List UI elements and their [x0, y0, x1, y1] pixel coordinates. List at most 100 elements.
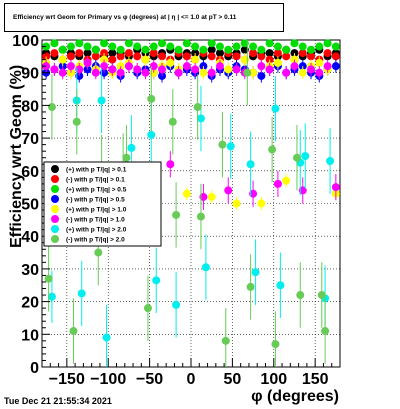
data-point [83, 42, 92, 51]
data-point [122, 153, 131, 162]
x-tick-label: 50 [223, 371, 241, 388]
y-tick-label: 20 [21, 295, 39, 312]
data-point [149, 42, 158, 51]
data-point [282, 176, 291, 185]
data-point [149, 49, 158, 58]
chart-title-box: Efficiency wrt Geom for Primary vs φ (de… [4, 3, 284, 32]
data-point [152, 276, 161, 285]
data-point [298, 49, 307, 58]
data-point [232, 65, 241, 74]
data-point [246, 160, 255, 169]
data-point [268, 145, 277, 154]
data-point [290, 62, 299, 71]
data-point [141, 55, 150, 64]
data-point [83, 58, 92, 67]
data-point [331, 62, 340, 71]
legend-entry: (-) with p T/|q| > 0.1 [66, 177, 125, 184]
data-point [257, 62, 266, 71]
data-point [94, 248, 103, 257]
y-tick-label: 10 [21, 327, 39, 344]
data-point [224, 186, 233, 195]
legend-entry: (+) with p T/|q| > 2.0 [66, 227, 127, 234]
y-tick-label: 80 [21, 98, 39, 115]
data-point [199, 68, 208, 77]
data-point [172, 210, 181, 219]
legend-marker [51, 195, 59, 203]
data-point [166, 160, 175, 169]
data-point [207, 45, 216, 54]
y-tick-label: 60 [21, 164, 39, 181]
data-point [326, 156, 335, 165]
data-point [273, 179, 282, 188]
data-point [307, 65, 316, 74]
data-point [257, 199, 266, 208]
timestamp: Tue Dec 21 21:55:34 2021 [4, 396, 112, 406]
data-point [166, 58, 175, 67]
data-point [331, 42, 340, 51]
legend-entry: (-) with p T/|q| > 0.5 [66, 197, 125, 204]
y-tick-label: 40 [21, 229, 39, 246]
x-tick-label: −50 [136, 371, 163, 388]
data-point [249, 68, 258, 77]
legend-entry: (+) with p T/|q| > 0.1 [66, 167, 127, 174]
data-point [174, 68, 183, 77]
data-point [108, 42, 117, 51]
data-point [207, 68, 216, 77]
data-point [215, 42, 224, 51]
data-point [133, 52, 142, 61]
data-point [224, 65, 233, 74]
y-axis-title: Efficiency wrt Geom (%) [8, 65, 25, 248]
data-point [246, 282, 255, 291]
data-point [224, 45, 233, 54]
data-point [50, 39, 59, 48]
data-point [66, 42, 75, 51]
data-point [307, 52, 316, 61]
data-point [116, 45, 125, 54]
data-point [215, 62, 224, 71]
x-tick-label: −100 [90, 371, 126, 388]
y-tick-label: 100 [12, 33, 39, 50]
data-point [207, 39, 216, 48]
data-point [232, 199, 241, 208]
data-point [166, 42, 175, 51]
data-point [207, 52, 216, 61]
x-axis-title: φ (degrees) [251, 388, 339, 405]
data-point [249, 49, 258, 58]
data-point [127, 143, 136, 152]
data-point [276, 281, 285, 290]
data-point [75, 39, 84, 48]
data-point [315, 68, 324, 77]
legend-marker [51, 225, 59, 233]
y-tick-label: 30 [21, 262, 39, 279]
legend-entry: (-) with p T/|q| > 2.0 [66, 237, 125, 244]
legend-entry: (+) with p T/|q| > 1.0 [66, 207, 127, 214]
legend-marker [51, 205, 59, 213]
data-point [91, 52, 100, 61]
data-point [199, 45, 208, 54]
data-point [182, 62, 191, 71]
data-point [271, 340, 280, 349]
data-point [271, 104, 280, 113]
data-point [265, 49, 274, 58]
data-point [249, 42, 258, 51]
data-point [141, 45, 150, 54]
data-point [116, 52, 125, 61]
series-2 [42, 39, 340, 54]
data-point [196, 114, 205, 123]
data-point [97, 96, 106, 105]
data-point [317, 291, 326, 300]
legend-entry: (-) with p T/|q| > 1.0 [66, 217, 125, 224]
y-tick-label: 70 [21, 131, 39, 148]
data-point [77, 289, 86, 298]
data-point [301, 152, 310, 161]
data-point [298, 68, 307, 77]
series-5 [42, 56, 340, 211]
data-point [265, 65, 274, 74]
data-point [323, 62, 332, 71]
data-point [201, 263, 210, 272]
y-tick-label: 0 [30, 360, 39, 377]
data-point [69, 327, 78, 336]
data-point [100, 39, 109, 48]
data-point [273, 49, 282, 58]
data-point [218, 140, 227, 149]
